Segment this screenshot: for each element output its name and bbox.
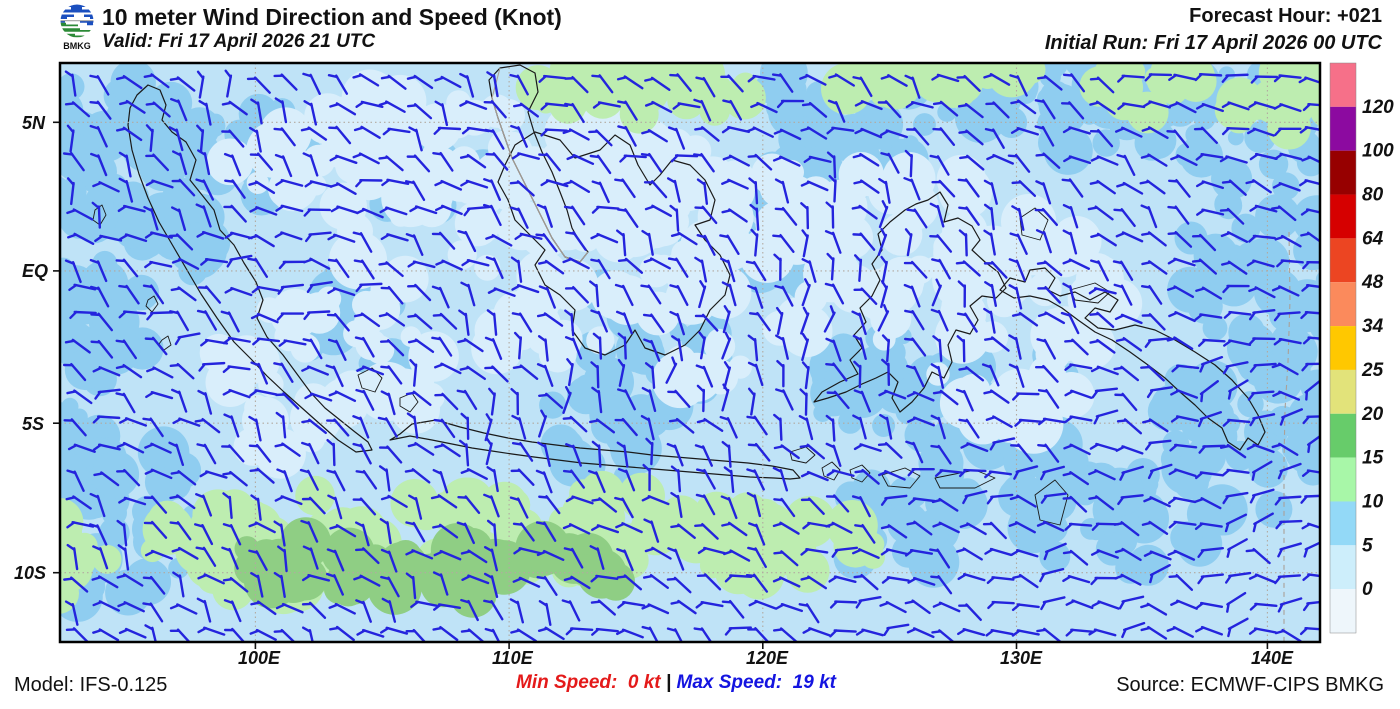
svg-text:10: 10 [1362, 491, 1384, 512]
svg-text:5: 5 [1362, 535, 1373, 556]
svg-text:48: 48 [1361, 272, 1384, 293]
svg-text:34: 34 [1362, 316, 1384, 337]
svg-text:25: 25 [1361, 360, 1384, 381]
svg-text:20: 20 [1361, 404, 1384, 425]
svg-text:120: 120 [1362, 97, 1394, 118]
svg-text:0: 0 [1362, 579, 1373, 600]
svg-text:100: 100 [1362, 141, 1394, 162]
svg-text:15: 15 [1362, 448, 1384, 469]
svg-text:64: 64 [1362, 228, 1384, 249]
svg-text:80: 80 [1362, 185, 1384, 206]
